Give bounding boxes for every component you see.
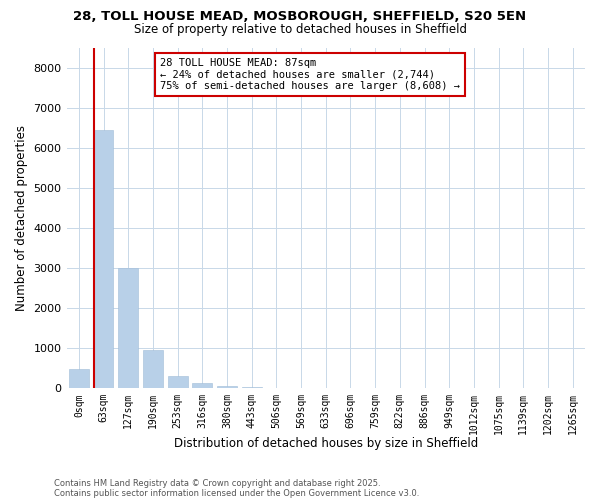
Text: Contains public sector information licensed under the Open Government Licence v3: Contains public sector information licen…	[54, 488, 419, 498]
Bar	[94, 130, 113, 388]
Y-axis label: Number of detached properties: Number of detached properties	[15, 125, 28, 311]
Bar	[143, 350, 163, 388]
Text: Size of property relative to detached houses in Sheffield: Size of property relative to detached ho…	[133, 22, 467, 36]
Bar	[217, 386, 237, 388]
Bar	[193, 383, 212, 388]
X-axis label: Distribution of detached houses by size in Sheffield: Distribution of detached houses by size …	[173, 437, 478, 450]
Bar	[118, 268, 138, 388]
Bar	[168, 376, 188, 388]
Text: 28 TOLL HOUSE MEAD: 87sqm
← 24% of detached houses are smaller (2,744)
75% of se: 28 TOLL HOUSE MEAD: 87sqm ← 24% of detac…	[160, 58, 460, 91]
Bar	[69, 369, 89, 388]
Text: Contains HM Land Registry data © Crown copyright and database right 2025.: Contains HM Land Registry data © Crown c…	[54, 478, 380, 488]
Bar	[242, 387, 262, 388]
Text: 28, TOLL HOUSE MEAD, MOSBOROUGH, SHEFFIELD, S20 5EN: 28, TOLL HOUSE MEAD, MOSBOROUGH, SHEFFIE…	[73, 10, 527, 23]
